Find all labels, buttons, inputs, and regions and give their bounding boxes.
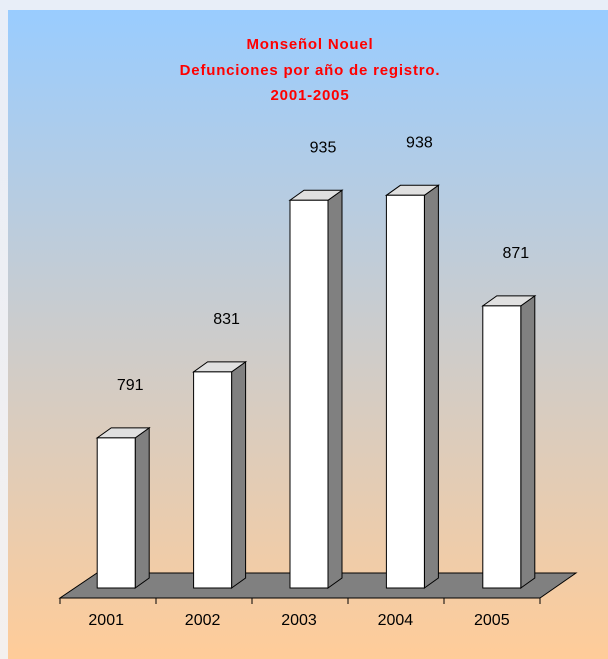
chart-title: Defunciones por año de registro. <box>180 62 441 79</box>
bar-side <box>520 294 536 589</box>
bar-side <box>134 426 150 589</box>
x-tick-label: 2004 <box>378 612 414 629</box>
x-tick-label: 2001 <box>88 612 124 629</box>
data-label: 871 <box>502 245 529 262</box>
bar-front <box>193 371 233 589</box>
bar-front <box>96 437 136 589</box>
bar-front <box>482 305 522 589</box>
bar-front <box>289 199 329 589</box>
chart-title: 2001-2005 <box>271 87 350 104</box>
bar-side <box>423 184 439 589</box>
data-label: 938 <box>406 135 433 152</box>
bar-front <box>385 194 425 589</box>
data-label: 831 <box>213 311 240 328</box>
bar-side <box>327 189 343 589</box>
data-label: 935 <box>310 139 337 156</box>
bar <box>192 360 248 589</box>
x-tick-label: 2005 <box>474 612 510 629</box>
bar <box>384 184 440 589</box>
data-label: 791 <box>117 377 144 394</box>
x-tick-label: 2002 <box>185 612 221 629</box>
bar <box>95 426 151 589</box>
bar-side <box>231 360 247 589</box>
bar <box>288 189 344 589</box>
x-tick-label: 2003 <box>281 612 317 629</box>
bar <box>481 294 537 589</box>
chart-title: Monseñol Nouel <box>246 36 373 53</box>
